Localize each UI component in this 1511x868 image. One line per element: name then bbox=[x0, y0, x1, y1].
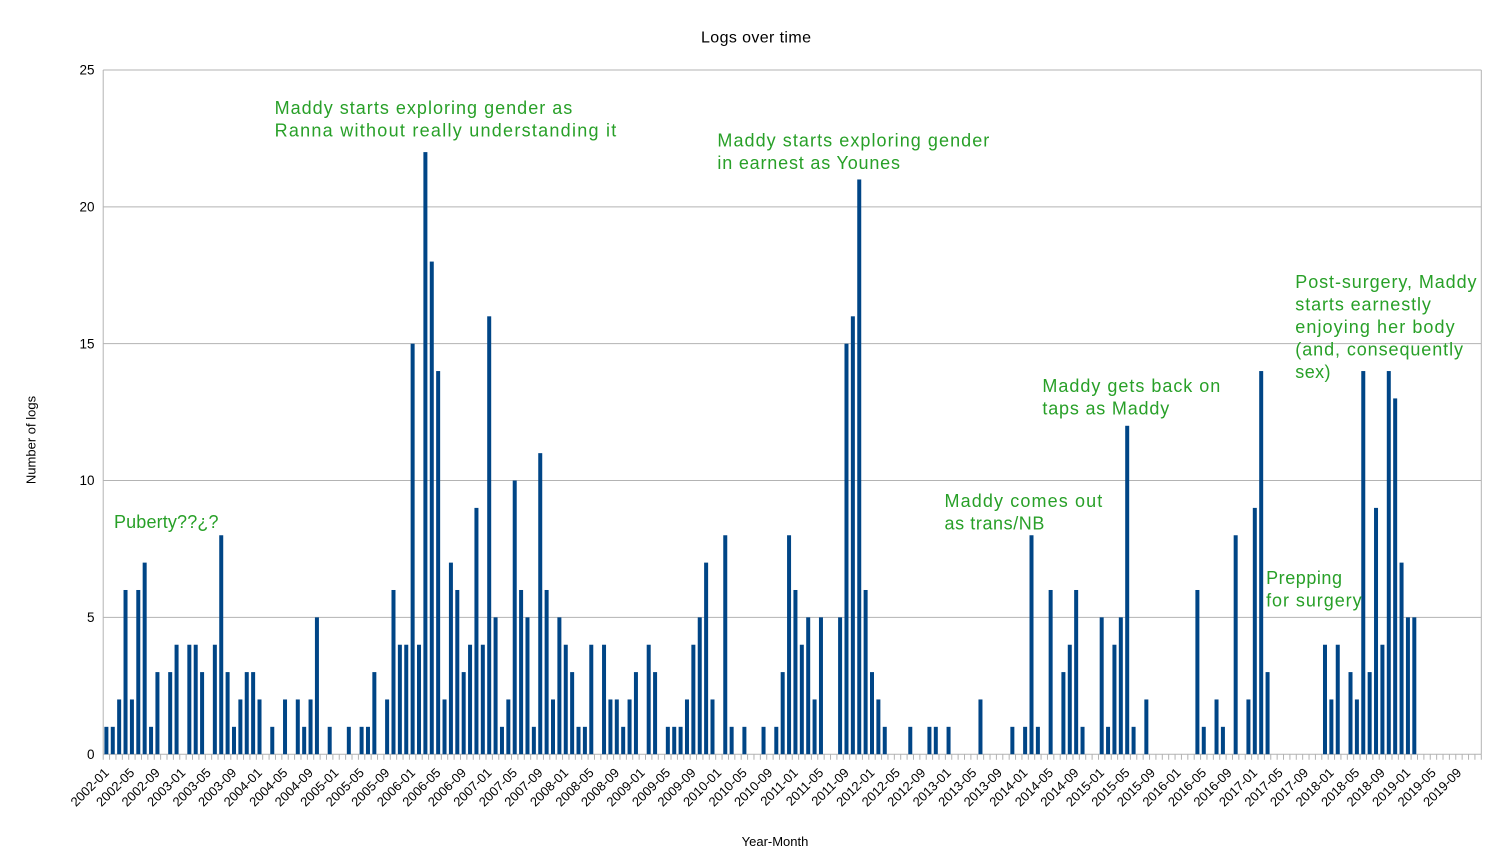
svg-text:for surgery: for surgery bbox=[1266, 591, 1362, 611]
svg-text:25: 25 bbox=[79, 63, 94, 78]
svg-text:Number of logs: Number of logs bbox=[24, 395, 39, 484]
svg-text:Year-Month: Year-Month bbox=[742, 834, 809, 849]
svg-text:Maddy gets back on: Maddy gets back on bbox=[1042, 376, 1220, 396]
svg-text:Logs over time: Logs over time bbox=[701, 30, 811, 47]
svg-text:Maddy starts exploring gender: Maddy starts exploring gender as bbox=[275, 98, 573, 118]
svg-text:in earnest as Younes: in earnest as Younes bbox=[717, 153, 900, 173]
svg-text:Post-surgery, Maddy: Post-surgery, Maddy bbox=[1295, 272, 1476, 292]
svg-text:Puberty??¿?: Puberty??¿? bbox=[114, 512, 219, 532]
svg-text:as trans/NB: as trans/NB bbox=[945, 513, 1045, 533]
svg-text:0: 0 bbox=[87, 747, 95, 762]
svg-text:15: 15 bbox=[79, 336, 94, 351]
svg-text:starts earnestly: starts earnestly bbox=[1295, 294, 1431, 314]
svg-text:Ranna without really understan: Ranna without really understanding it bbox=[275, 120, 617, 140]
svg-text:5: 5 bbox=[87, 610, 95, 625]
svg-text:Maddy comes out: Maddy comes out bbox=[945, 491, 1103, 511]
svg-text:Prepping: Prepping bbox=[1266, 568, 1342, 588]
svg-text:sex): sex) bbox=[1295, 362, 1330, 382]
svg-text:enjoying her body: enjoying her body bbox=[1295, 317, 1454, 337]
svg-text:taps as Maddy: taps as Maddy bbox=[1042, 398, 1169, 418]
svg-text:10: 10 bbox=[79, 473, 94, 488]
svg-text:Maddy starts exploring gender: Maddy starts exploring gender bbox=[717, 131, 989, 151]
svg-text:20: 20 bbox=[79, 199, 94, 214]
svg-text:(and, consequently: (and, consequently bbox=[1295, 340, 1463, 360]
